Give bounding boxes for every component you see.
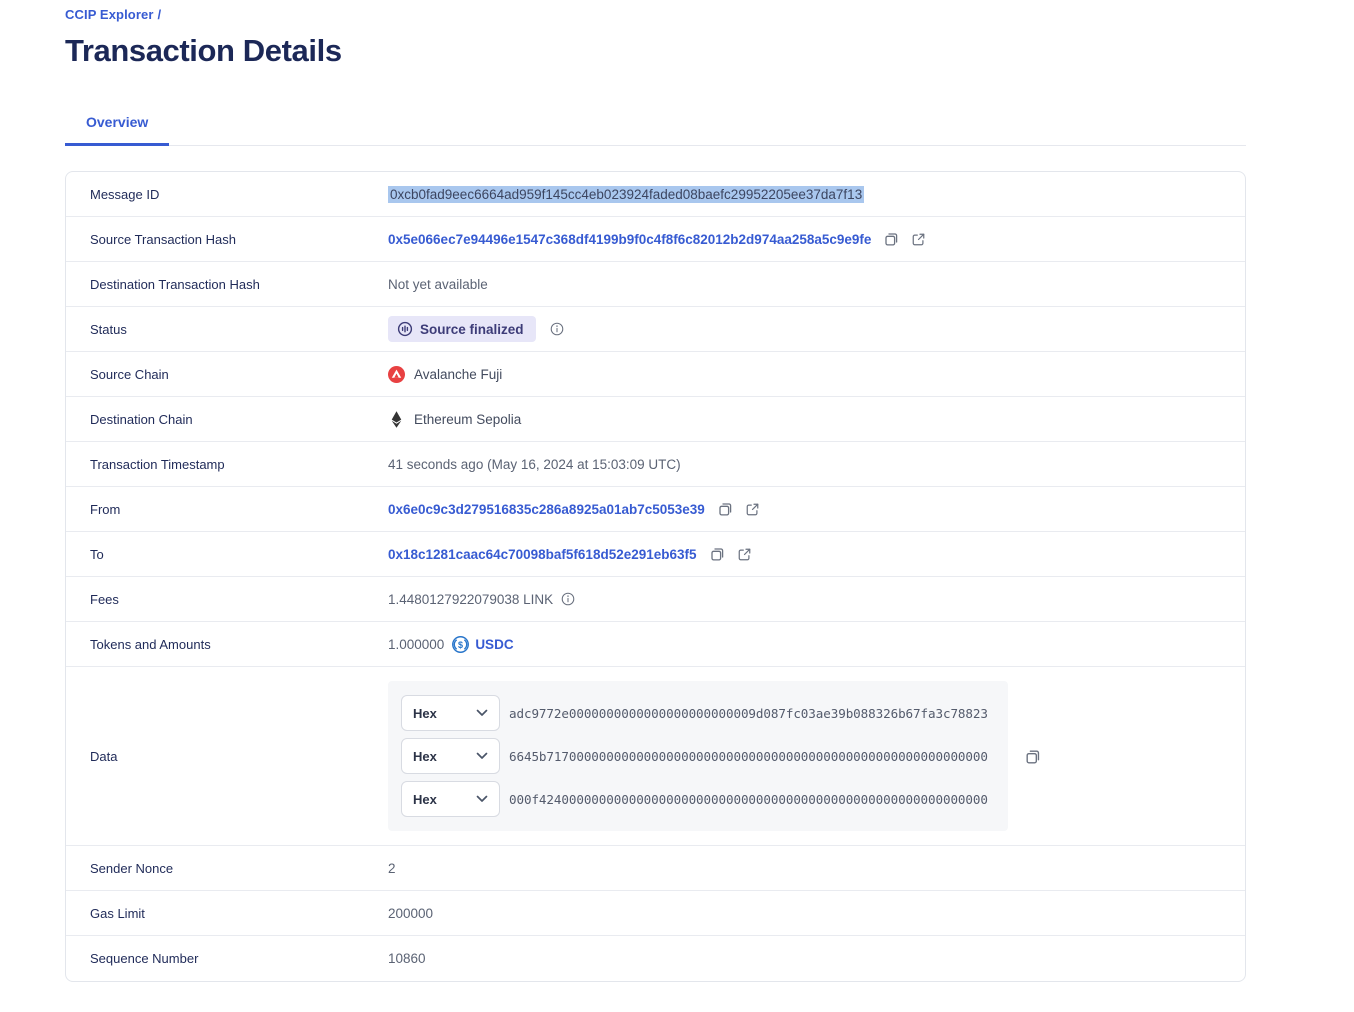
row-sequence-number: Sequence Number 10860 (66, 936, 1245, 981)
usdc-token-link[interactable]: $ USDC (452, 635, 514, 653)
row-label: From (90, 501, 121, 517)
data-format-select-value: Hex (413, 705, 437, 721)
breadcrumb-link-ccip-explorer[interactable]: CCIP Explorer (65, 7, 154, 22)
row-label: To (90, 546, 104, 562)
from-address-link[interactable]: 0x6e0c9c3d279516835c286a8925a01ab7c5053e… (388, 501, 705, 517)
data-format-select[interactable]: Hex (401, 695, 500, 731)
copy-icon[interactable] (883, 231, 899, 247)
row-destination-chain: Destination Chain Ethereum Sepolia (66, 397, 1245, 442)
data-line: Hex 000f42400000000000000000000000000000… (401, 781, 995, 817)
row-label: Tokens and Amounts (90, 636, 211, 652)
row-label: Destination Chain (90, 411, 193, 427)
destination-chain-name: Ethereum Sepolia (414, 411, 522, 427)
row-label: Source Chain (90, 366, 169, 382)
row-destination-transaction-hash: Destination Transaction Hash Not yet ava… (66, 262, 1245, 307)
data-hex-value: 000f424000000000000000000000000000000000… (509, 791, 988, 807)
row-gas-limit: Gas Limit 200000 (66, 891, 1245, 936)
copy-icon[interactable] (709, 546, 725, 562)
row-label: Message ID (90, 186, 160, 202)
tab-bar: Overview (65, 114, 1246, 146)
row-sender-nonce: Sender Nonce 2 (66, 846, 1245, 891)
breadcrumb: CCIP Explorer / (65, 7, 1246, 22)
copy-icon[interactable] (1024, 748, 1041, 765)
row-label: Transaction Timestamp (90, 456, 225, 472)
sequence-number-value: 10860 (388, 951, 426, 966)
data-line: Hex adc9772e0000000000000000000000009d08… (401, 695, 995, 731)
data-hex-value: adc9772e0000000000000000000000009d087fc0… (509, 705, 988, 721)
avalanche-logo-icon (388, 365, 405, 383)
row-label: Data (90, 748, 118, 764)
info-icon[interactable] (550, 322, 564, 336)
sender-nonce-value: 2 (388, 860, 396, 876)
chevron-down-icon (476, 795, 488, 803)
external-link-icon[interactable] (745, 502, 760, 517)
gas-limit-value: 200000 (388, 905, 434, 921)
source-chain-name: Avalanche Fuji (414, 366, 503, 382)
copy-icon[interactable] (717, 501, 733, 517)
chevron-down-icon (476, 709, 488, 717)
row-label: Gas Limit (90, 905, 145, 921)
row-label: Destination Transaction Hash (90, 276, 260, 292)
row-label: Sender Nonce (90, 860, 174, 876)
row-label: Source Transaction Hash (90, 231, 236, 247)
destination-tx-hash-value: Not yet available (388, 276, 488, 292)
row-source-chain: Source Chain Avalanche Fuji (66, 352, 1245, 397)
data-format-select[interactable]: Hex (401, 738, 500, 774)
data-format-select[interactable]: Hex (401, 781, 500, 817)
source-tx-hash-link[interactable]: 0x5e066ec7e94496e1547c368df4199b9f0c4f8f… (388, 231, 872, 247)
tab-overview[interactable]: Overview (65, 114, 170, 146)
fees-value: 1.4480127922079038 LINK (388, 591, 554, 607)
details-table: Message ID 0xcb0fad9eec6664ad959f145cc4e… (65, 171, 1246, 982)
usdc-token-label: USDC (475, 636, 514, 652)
breadcrumb-separator: / (157, 7, 162, 22)
usdc-logo-icon: $ (452, 635, 470, 653)
row-label: Fees (90, 591, 119, 607)
chevron-down-icon (476, 752, 488, 760)
row-to: To 0x18c1281caac64c70098baf5f618d52e291e… (66, 532, 1245, 577)
transaction-details-page: CCIP Explorer / Transaction Details Overv… (65, 0, 1246, 982)
timestamp-value: 41 seconds ago (May 16, 2024 at 15:03:09… (388, 456, 681, 472)
svg-text:$: $ (458, 639, 463, 649)
row-tokens-and-amounts: Tokens and Amounts 1.000000 $ USDC (66, 622, 1245, 667)
radio-signal-icon (397, 321, 413, 337)
message-id-value: 0xcb0fad9eec6664ad959f145cc4eb023924fade… (388, 185, 865, 203)
status-badge: Source finalized (388, 316, 536, 342)
row-data: Data Hex adc9772e00000000000000000000000… (66, 667, 1245, 846)
data-hex-box: Hex adc9772e0000000000000000000000009d08… (388, 681, 1008, 831)
row-label: Sequence Number (90, 951, 199, 966)
data-format-select-value: Hex (413, 791, 437, 807)
row-fees: Fees 1.4480127922079038 LINK (66, 577, 1245, 622)
status-badge-label: Source finalized (420, 321, 524, 337)
to-address-link[interactable]: 0x18c1281caac64c70098baf5f618d52e291eb63… (388, 546, 697, 562)
external-link-icon[interactable] (911, 232, 926, 247)
ethereum-logo-icon (391, 410, 402, 428)
external-link-icon[interactable] (737, 547, 752, 562)
row-label: Status (90, 321, 127, 337)
row-message-id: Message ID 0xcb0fad9eec6664ad959f145cc4e… (66, 172, 1245, 217)
row-source-transaction-hash: Source Transaction Hash 0x5e066ec7e94496… (66, 217, 1245, 262)
data-hex-value: 6645b71700000000000000000000000000000000… (509, 748, 988, 764)
row-from: From 0x6e0c9c3d279516835c286a8925a01ab7c… (66, 487, 1245, 532)
page-title: Transaction Details (65, 33, 342, 68)
row-status: Status Source finalized (66, 307, 1245, 352)
token-amount-value: 1.000000 (388, 636, 445, 652)
data-line: Hex 6645b7170000000000000000000000000000… (401, 738, 995, 774)
info-icon[interactable] (561, 592, 575, 606)
row-transaction-timestamp: Transaction Timestamp 41 seconds ago (Ma… (66, 442, 1245, 487)
data-format-select-value: Hex (413, 748, 437, 764)
